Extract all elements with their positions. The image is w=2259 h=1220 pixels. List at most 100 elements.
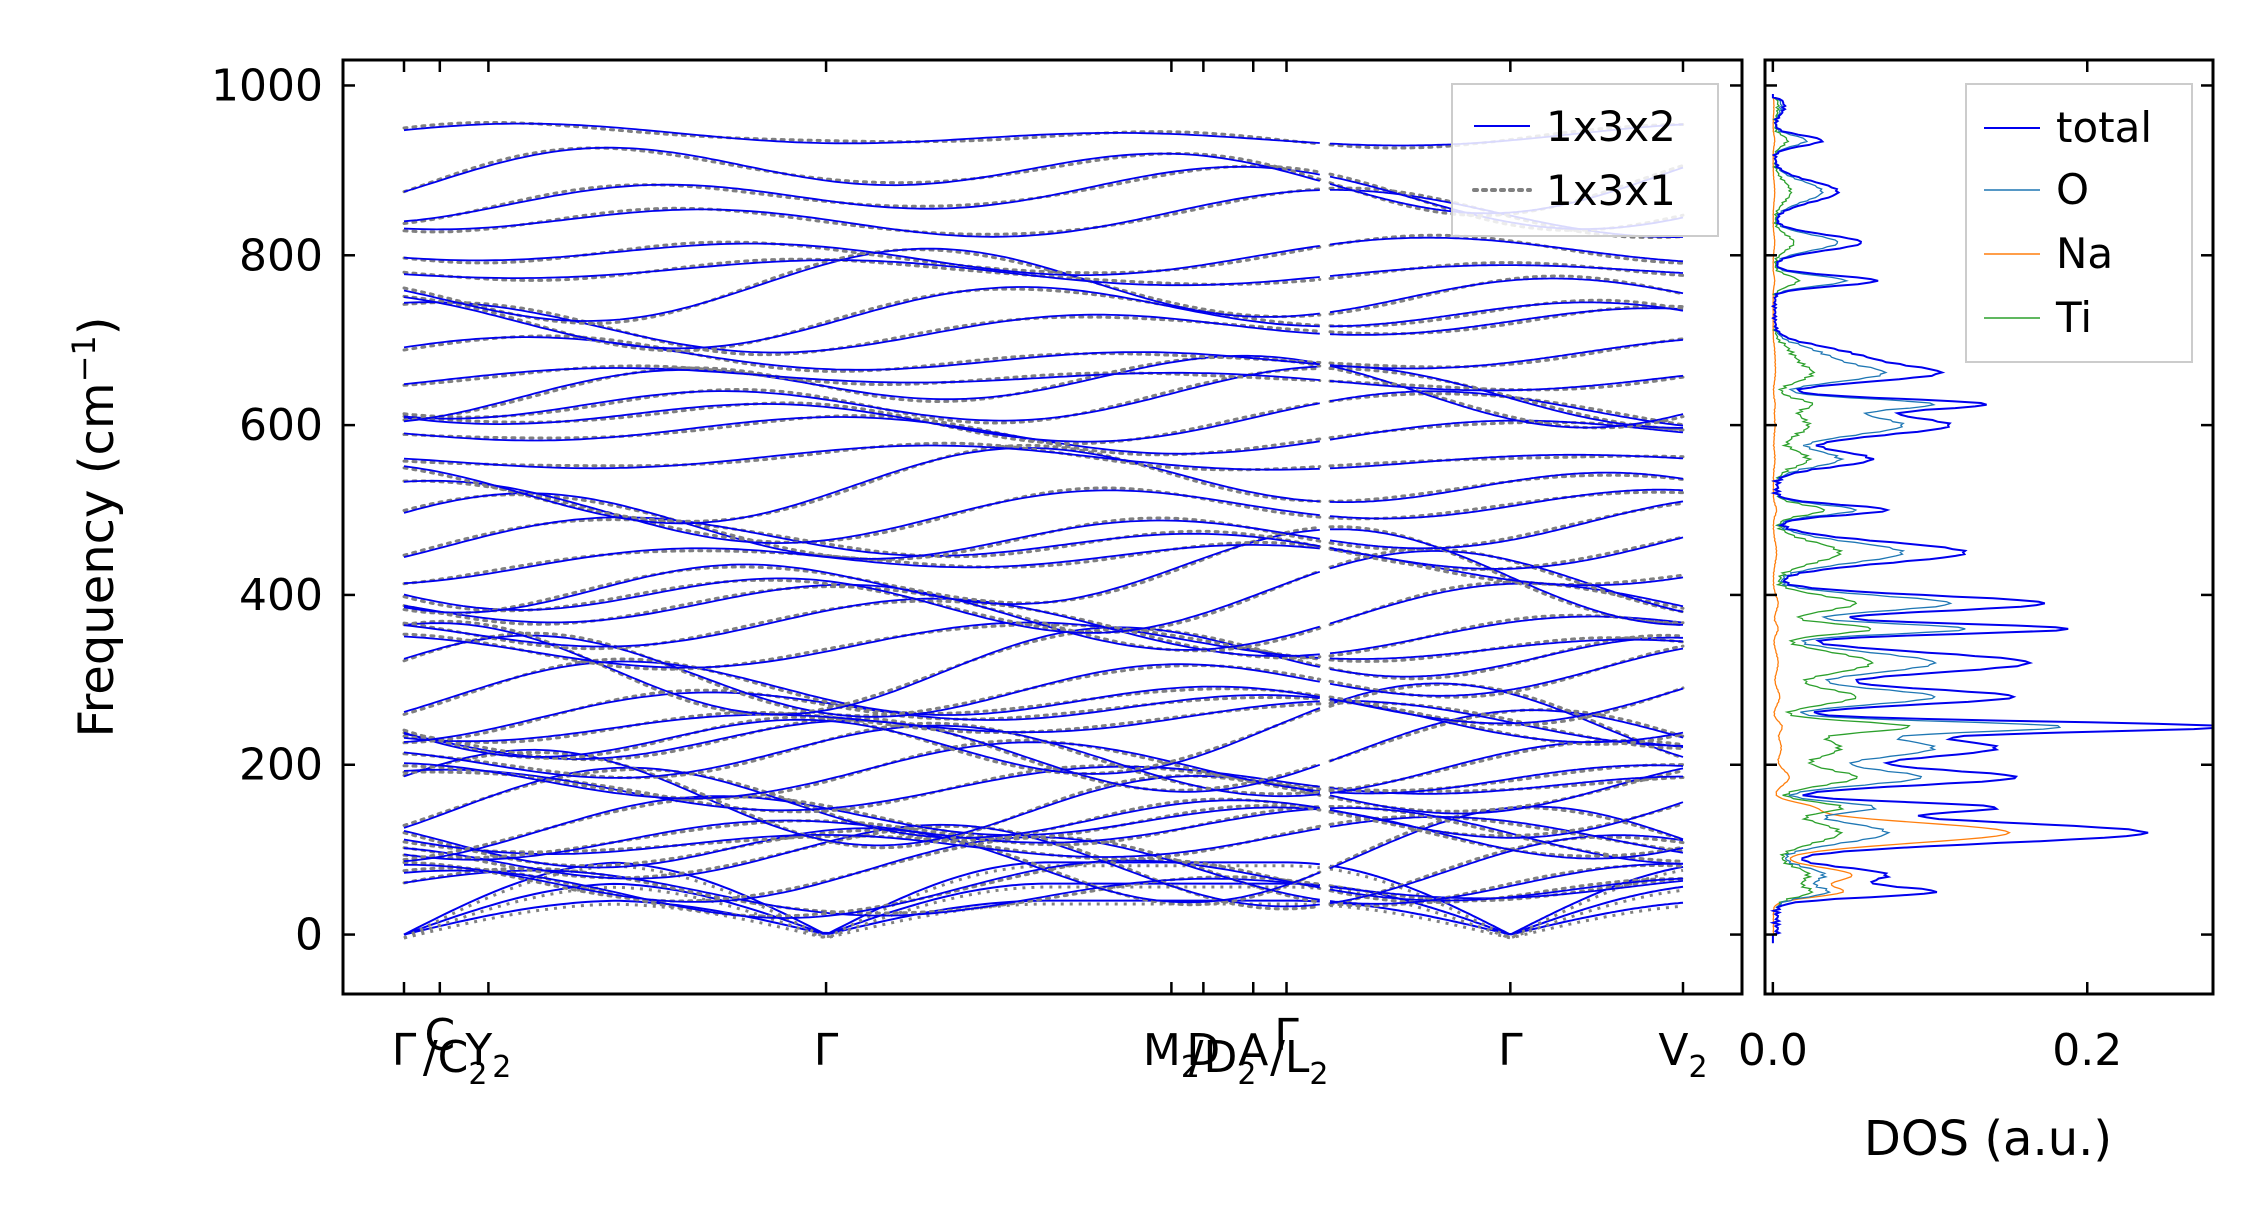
band-branch-1x3x1: [402, 623, 1322, 671]
band-branch-1x3x2: [403, 583, 1321, 651]
dos-xtick-label: 0.2: [2052, 1025, 2122, 1076]
band-branch-1x3x1: [1328, 636, 1685, 663]
band-branch-1x3x2: [1329, 488, 1684, 520]
band-branch-1x3x2: [403, 146, 1321, 193]
band-branch-1x3x2: [403, 570, 1321, 634]
dos-curve-total: [1769, 94, 2213, 944]
dos-curve-Ti: [1770, 94, 1911, 944]
band-branch-1x3x2: [403, 189, 1320, 238]
band-branch-1x3x2: [403, 247, 1320, 322]
band-branch-1x3x1: [402, 493, 1322, 561]
band-ytick-label: 0: [295, 910, 323, 961]
band-branch-1x3x1: [402, 866, 1322, 915]
band-branch-1x3x2: [403, 122, 1320, 145]
band-branch-1x3x2: [403, 402, 1320, 443]
dos-legend-box: [1965, 83, 2193, 363]
band-branch-1x3x2: [1329, 277, 1684, 314]
legend-label-Na: Na: [2056, 229, 2113, 278]
band-branch-1x3x1: [1328, 337, 1685, 369]
band-branch-1x3x1: [1328, 366, 1685, 430]
band-branch-1x3x1: [1328, 298, 1685, 328]
band-branch-1x3x1: [1328, 763, 1685, 793]
band-branch-1x3x2: [403, 724, 1320, 798]
band-branch-1x3x2: [1329, 364, 1684, 429]
band-branch-1x3x1: [402, 355, 1322, 422]
band-branch-1x3x2: [403, 444, 1320, 471]
band-branch-1x3x2: [403, 336, 1320, 371]
band-branch-1x3x2: [1329, 339, 1684, 370]
band-branch-1x3x1: [1328, 546, 1685, 586]
band-branch-1x3x1: [402, 121, 1322, 146]
band-branch-1x3x1: [1328, 367, 1685, 431]
band-branch-1x3x1: [402, 257, 1322, 286]
band-xtick-label: A: [1238, 1025, 1268, 1076]
band-branch-1x3x2: [1329, 801, 1684, 839]
band-ytick-label: 400: [239, 570, 323, 621]
band-branch-1x3x1: [1328, 490, 1685, 521]
band-branch-1x3x2: [403, 544, 1320, 585]
band-legend-box: [1451, 83, 1719, 237]
band-curves: [402, 60, 1685, 994]
band-xtick-label: /D2: [1189, 1032, 1257, 1092]
legend-label-1x3x2: 1x3x2: [1546, 102, 1676, 151]
band-xtick-label: /C2: [423, 1032, 488, 1092]
band-branch-1x3x2: [1329, 816, 1684, 854]
band-branch-1x3x2: [403, 242, 1320, 276]
dos-axes-frame: [1763, 58, 2215, 996]
band-branch-1x3x2: [1329, 877, 1684, 902]
band-branch-1x3x2: [403, 707, 1321, 775]
band-ytick-label: 600: [239, 400, 323, 451]
band-branch-1x3x2: [1329, 709, 1684, 762]
band-branch-1x3x2: [403, 621, 1320, 669]
band-branch-1x3x2: [403, 827, 1321, 904]
band-xtick-label: Γ: [392, 1025, 417, 1076]
band-branch-1x3x2: [1329, 236, 1684, 263]
band-branch-1x3x2: [403, 259, 1320, 287]
dos-curves: [1769, 94, 2213, 944]
band-xtick-label: D: [1186, 1025, 1220, 1076]
band-branch-1x3x1: [402, 702, 1322, 745]
band-branch-1x3x2: [403, 597, 1320, 658]
dos-xtick-label: 0.0: [1738, 1025, 1808, 1076]
legend-label-total: total: [2056, 103, 2152, 152]
band-xtick-label: V2: [1658, 1025, 1707, 1085]
band-branch-1x3x1: [402, 334, 1322, 373]
band-branch-1x3x2: [403, 365, 1320, 422]
band-xtick-label: M2: [1143, 1025, 1200, 1085]
band-branch-acoustic-ref: [1329, 887, 1684, 939]
band-branch-acoustic-ref: [1329, 904, 1684, 940]
band-branch-1x3x2: [1329, 862, 1683, 905]
band-branch-1x3x1: [402, 657, 1322, 716]
dos-legend: total O Na Ti: [1965, 83, 2193, 363]
band-ytick-label: 200: [239, 740, 323, 791]
band-branch-1x3x1: [402, 721, 1322, 796]
dos-curve-Na: [1772, 94, 2011, 944]
band-branch-1x3x2: [403, 823, 1320, 908]
band-branch-1x3x2: [1329, 647, 1684, 697]
band-branch-1x3x1: [1328, 877, 1685, 903]
band-branch-1x3x2: [1329, 550, 1684, 613]
band-branch-1x3x1: [402, 768, 1322, 842]
band-branch-1x3x1: [1328, 769, 1685, 813]
band-branch-1x3x2: [403, 827, 1320, 858]
band-branch-1x3x2: [1330, 365, 1683, 429]
band-branch-acoustic-ref: [1329, 867, 1684, 939]
band-branch-1x3x2: [1329, 500, 1684, 550]
band-branch-1x3x2: [403, 795, 1320, 863]
band-branch-1x3x2: [1329, 767, 1684, 815]
band-branch-1x3x1: [402, 824, 1322, 911]
band-branch-1x3x1: [402, 414, 1322, 457]
band-xtick-label: C: [424, 1010, 455, 1061]
legend-label-Ti: Ti: [2055, 293, 2092, 342]
band-branch-1x3x2: [403, 479, 1320, 545]
band-branch-1x3x2: [403, 447, 1320, 525]
band-branch-1x3x2: [1329, 764, 1684, 795]
band-branch-1x3x2: [1329, 834, 1684, 904]
band-xtick-label: Γ: [1498, 1025, 1523, 1076]
band-branch-1x3x2: [1329, 582, 1684, 625]
band-xtick-label: Y2: [464, 1025, 511, 1085]
band-branch-1x3x2: [1329, 687, 1684, 725]
